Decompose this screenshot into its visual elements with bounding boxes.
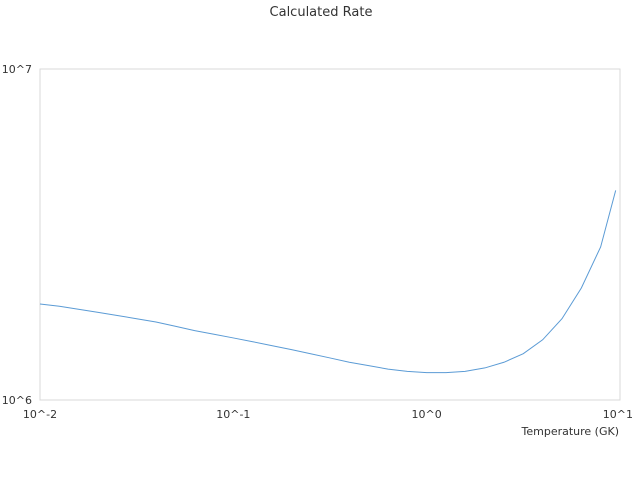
y-tick-label: 10^6 [2,394,32,407]
series-line-0 [39,190,617,374]
x-tick-label: 10^-2 [23,408,57,421]
x-tick-label: 10^1 [603,408,633,421]
plot-frame [39,68,621,401]
chart-title: Calculated Rate [270,5,373,20]
x-tick-label: 10^-1 [216,408,250,421]
series-layer [39,190,617,374]
x-axis-label: Temperature (GK) [521,425,620,438]
y-tick-label: 10^7 [2,63,32,76]
x-tick-labels: 10^-2 10^-1 10^0 10^1 [23,408,633,421]
y-tick-labels: 10^6 10^7 [2,63,32,407]
x-tick-label: 10^0 [412,408,442,421]
